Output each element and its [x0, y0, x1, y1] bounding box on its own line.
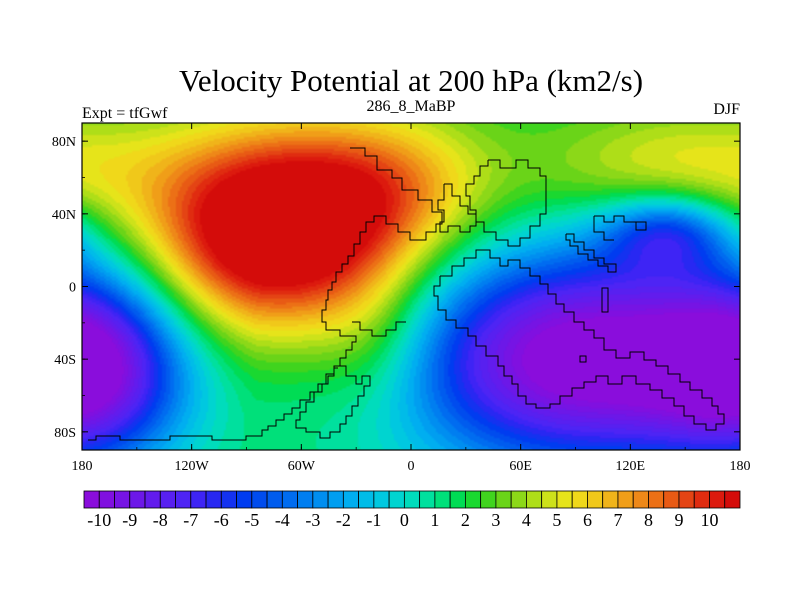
colorbar-tick-label: 3 — [491, 510, 500, 530]
colorbar-tick-label: -6 — [214, 510, 229, 530]
colorbar-swatch — [571, 490, 588, 509]
y-tick-label: 40N — [52, 208, 76, 223]
colorbar-tick-label: 7 — [613, 510, 622, 530]
colorbar-swatch — [587, 490, 604, 509]
x-tick-label: 180 — [730, 459, 751, 474]
colorbar-swatch — [220, 490, 237, 509]
colorbar-swatch — [632, 490, 649, 509]
colorbar-swatch — [709, 490, 726, 509]
colorbar-swatch — [693, 490, 710, 509]
colorbar-swatch — [266, 490, 283, 509]
experiment-label: Expt = tfGwf — [82, 105, 168, 122]
colorbar-swatch — [480, 490, 497, 509]
colorbar-swatch — [617, 490, 634, 509]
colorbar-swatch — [419, 490, 436, 509]
x-tick-label: 180 — [72, 459, 93, 474]
colorbar-swatch — [449, 490, 466, 509]
colorbar-swatch — [342, 490, 360, 509]
colorbar-swatch — [175, 490, 192, 509]
colorbar-tick-label: 2 — [461, 510, 470, 530]
colorbar-swatch — [526, 490, 543, 509]
y-tick-label: 0 — [69, 281, 76, 296]
x-tick-label: 120W — [175, 459, 210, 474]
colorbar-swatch — [205, 490, 222, 509]
period-label: 286_8_MaBP — [367, 98, 456, 115]
colorbar-swatch — [403, 490, 421, 509]
colorbar-tick-label: -4 — [275, 510, 290, 530]
colorbar-swatch — [678, 490, 695, 509]
colorbar-swatch — [190, 490, 207, 509]
velocity-potential-field — [82, 123, 740, 450]
colorbar-tick-label: -1 — [366, 510, 381, 530]
colorbar-swatch — [648, 490, 665, 509]
colorbar-swatch — [724, 490, 741, 509]
colorbar-swatch — [251, 490, 268, 509]
colorbar-tick-label: -9 — [122, 510, 137, 530]
colorbar-swatch — [129, 490, 146, 509]
colorbar-swatch — [373, 490, 390, 509]
y-tick-label: 80S — [54, 426, 76, 441]
colorbar-swatch — [327, 490, 344, 509]
coastlines — [88, 147, 725, 441]
colorbar-swatch — [312, 490, 329, 509]
x-tick-label: 60W — [288, 459, 316, 474]
colorbar-swatch — [358, 490, 375, 509]
colorbar-tick-label: 5 — [552, 510, 561, 530]
colorbar-tick-label: -3 — [305, 510, 320, 530]
map-plot — [81, 122, 741, 451]
colorbar-tick-label: 9 — [674, 510, 683, 530]
colorbar-swatch — [495, 490, 512, 509]
colorbar-swatch — [541, 490, 558, 509]
colorbar-tick-label: 8 — [644, 510, 653, 530]
colorbar-swatch — [464, 490, 482, 509]
colorbar-swatch — [510, 490, 527, 509]
colorbar-swatch — [98, 490, 115, 509]
colorbar-tick-label: -8 — [153, 510, 168, 530]
colorbar-swatch — [83, 490, 100, 509]
colorbar-tick-label: 1 — [430, 510, 439, 530]
colorbar-tick-label: 6 — [583, 510, 592, 530]
colorbar: -10 -9 -8 -7 -6 -5 -4 -3 -2 -1 0 1 2 3 4 5 6 7 8 9 10 — [83, 490, 741, 530]
colorbar-swatch — [114, 490, 131, 509]
y-tick-label: 80N — [52, 135, 76, 150]
axes: 180 120W 60W 0 60E 120E 180 80N 40N 0 40S 80S — [52, 123, 751, 474]
y-tick-label: 40S — [54, 353, 76, 368]
colorbar-tick-label: 4 — [522, 510, 531, 530]
colorbar-tick-label: -5 — [244, 510, 259, 530]
colorbar-swatch — [159, 490, 176, 509]
colorbar-swatch — [297, 490, 314, 509]
colorbar-swatch — [663, 490, 680, 509]
colorbar-swatch — [281, 490, 298, 509]
colorbar-tick-label: -10 — [87, 510, 111, 530]
colorbar-swatch — [236, 490, 253, 509]
colorbar-tick-label: -2 — [336, 510, 351, 530]
colorbar-tick-label: -7 — [183, 510, 198, 530]
colorbar-swatch — [602, 490, 619, 509]
colorbar-swatch — [556, 490, 573, 509]
x-tick-label: 60E — [509, 459, 532, 474]
x-tick-label: 0 — [408, 459, 415, 474]
colorbar-swatch — [434, 490, 451, 509]
colorbar-swatch — [144, 490, 161, 509]
x-tick-label: 120E — [616, 459, 646, 474]
colorbar-tick-label: 0 — [400, 510, 409, 530]
colorbar-tick-label: 10 — [700, 510, 718, 530]
season-label: DJF — [713, 101, 740, 118]
colorbar-swatch — [388, 490, 405, 509]
chart-title: Velocity Potential at 200 hPa (km2/s) — [179, 63, 643, 98]
